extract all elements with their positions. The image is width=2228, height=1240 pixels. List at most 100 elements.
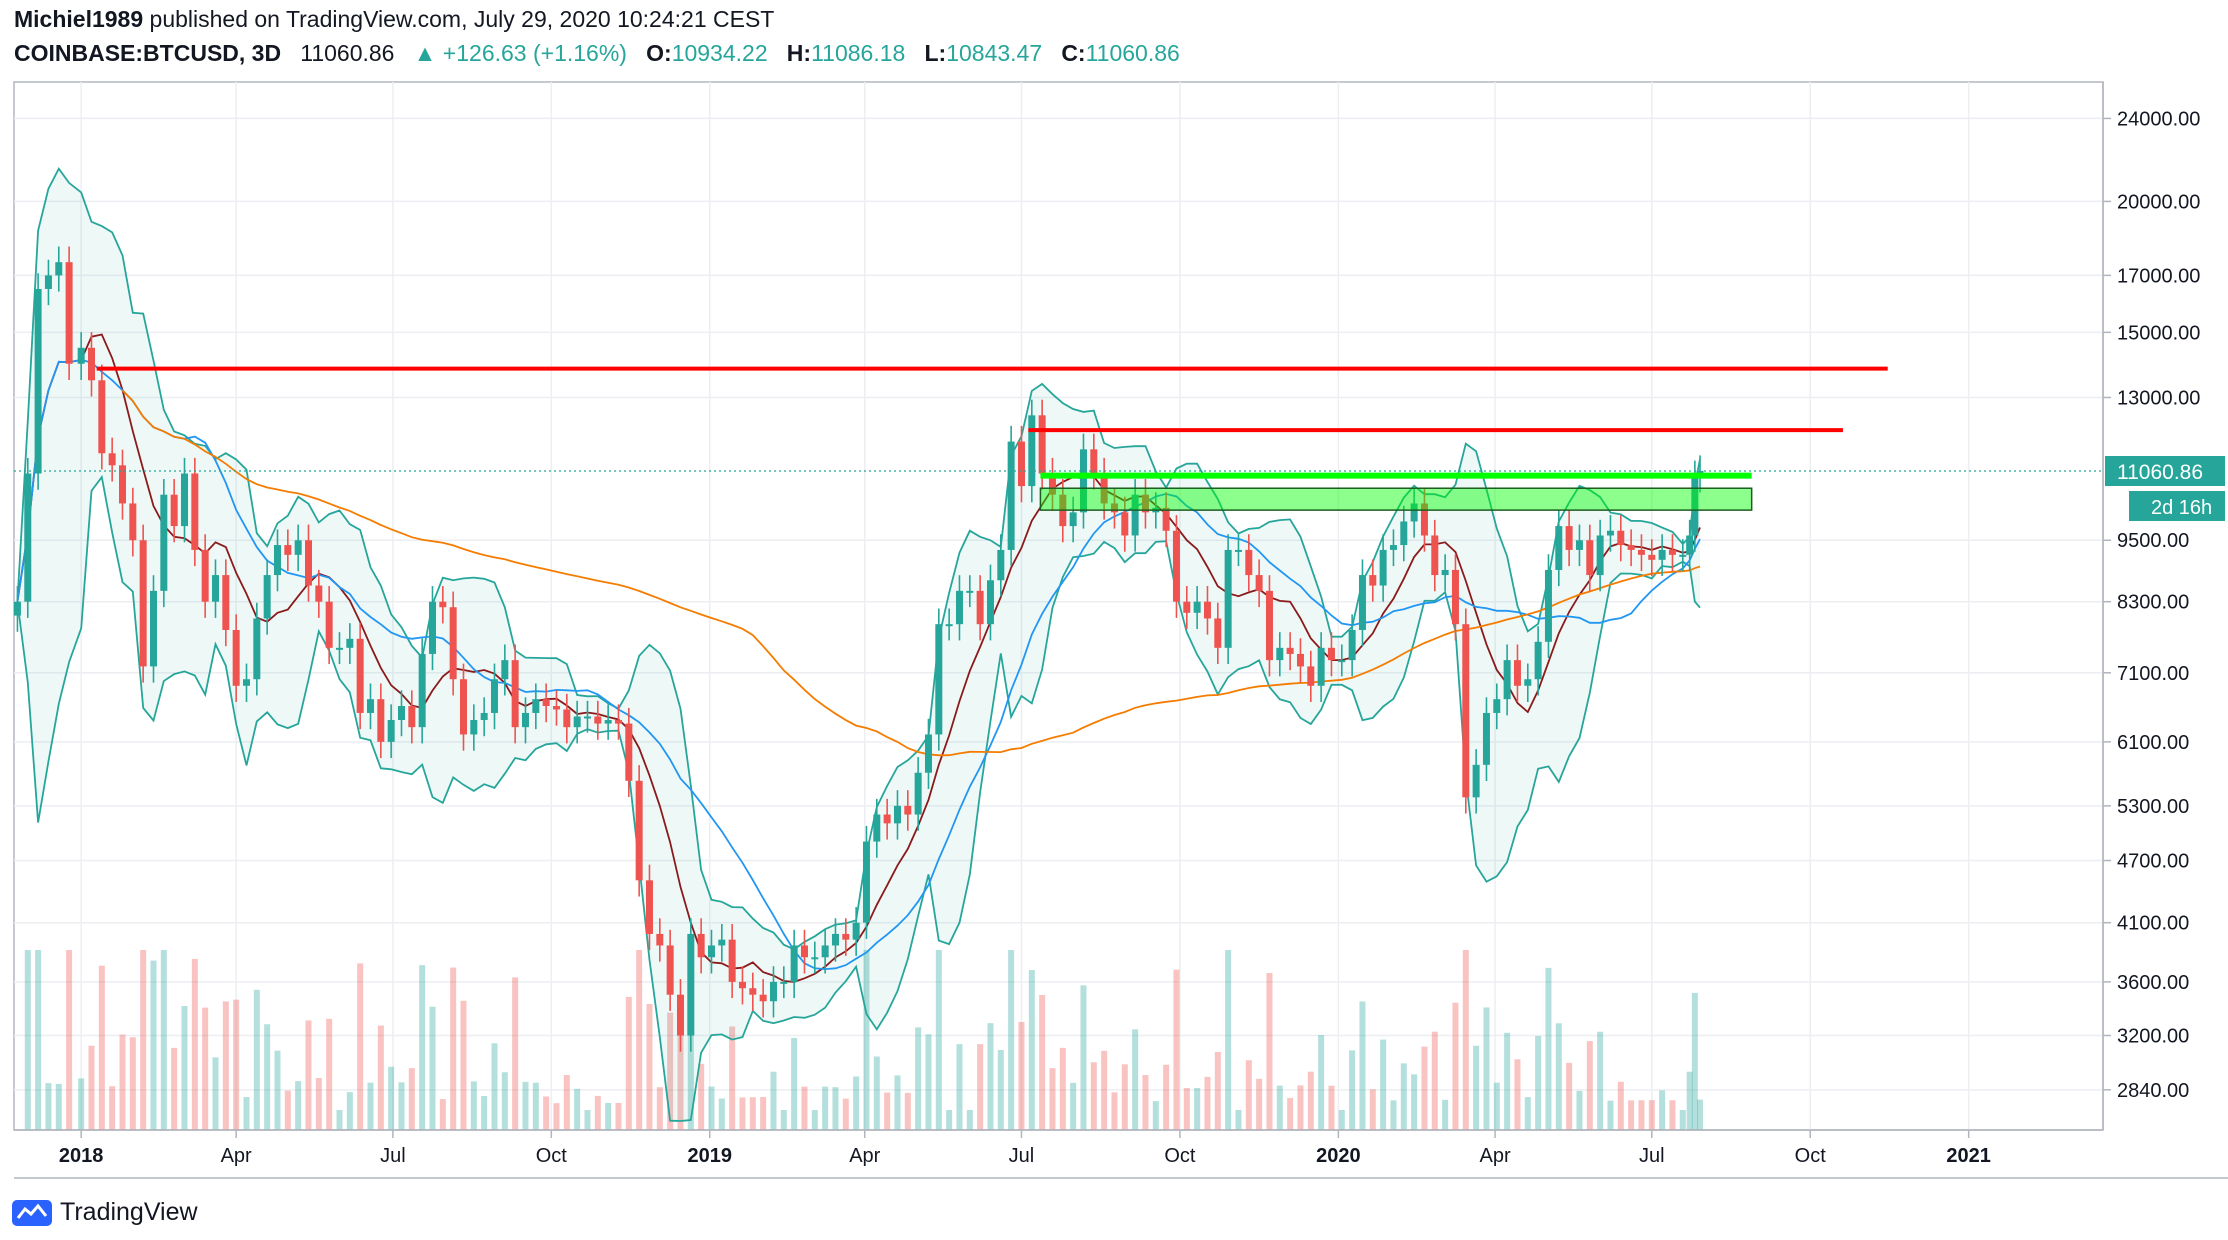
volume-bar	[739, 1097, 746, 1130]
y-tick-label: 6100.00	[2117, 732, 2189, 754]
candle	[676, 979, 684, 1052]
y-tick-label: 8300.00	[2117, 592, 2189, 614]
volume-bar	[656, 1087, 663, 1130]
candle-body	[1441, 569, 1449, 576]
candle	[635, 765, 643, 897]
volume-bar	[1245, 1060, 1252, 1130]
volume-bar	[491, 1043, 498, 1130]
candle	[470, 704, 478, 751]
volume-bar	[429, 1006, 436, 1130]
footer: TradingView	[12, 1198, 198, 1227]
candle-body	[418, 653, 426, 728]
last-price: 11060.86	[300, 40, 395, 66]
candle-body	[521, 712, 529, 728]
candle	[945, 608, 953, 641]
candle	[966, 575, 974, 608]
volume-bar	[1638, 1100, 1645, 1130]
candle-body	[893, 805, 901, 824]
candle	[625, 707, 633, 798]
candle	[387, 704, 395, 759]
volume-bar	[1183, 1088, 1190, 1130]
candle	[759, 979, 767, 1018]
candle	[1110, 487, 1118, 529]
candle	[1668, 534, 1676, 572]
volume-bar	[625, 996, 632, 1130]
candle	[149, 575, 157, 683]
published-text: published on TradingView.com, July 29, 2…	[149, 6, 775, 32]
candle	[1017, 425, 1025, 503]
candle	[728, 924, 736, 999]
x-tick-label: 2020	[1316, 1145, 1361, 1167]
candle-body	[790, 945, 798, 982]
candle-body	[1668, 549, 1676, 555]
candle	[1048, 457, 1056, 511]
volume-bar	[1163, 1064, 1170, 1130]
candle-body	[428, 601, 436, 654]
candle-body	[1214, 618, 1222, 648]
volume-bar	[295, 1081, 302, 1130]
volume-bar	[160, 950, 167, 1130]
low-value: 10843.47	[946, 40, 1043, 66]
candle-body	[676, 994, 684, 1036]
volume-bar	[1462, 950, 1469, 1130]
candle	[594, 700, 602, 740]
candle	[408, 690, 416, 744]
volume-bar	[1039, 994, 1046, 1130]
candle-body	[697, 933, 705, 958]
candle-body	[501, 660, 509, 680]
candle	[222, 559, 230, 647]
volume-bar	[1018, 1021, 1025, 1130]
candle-body	[1544, 569, 1552, 642]
ohlc-legend: COINBASE:BTCUSD, 3D 11060.86 ▲ +126.63 (…	[14, 40, 1180, 67]
candle-body	[1358, 575, 1366, 630]
candle	[1369, 559, 1377, 602]
candle	[232, 614, 240, 702]
candle-body	[1400, 521, 1408, 546]
candle-body	[304, 540, 312, 586]
y-tick-label: 13000.00	[2117, 387, 2200, 409]
candle	[831, 918, 839, 962]
volume-bar	[615, 1102, 622, 1130]
volume-bar	[997, 1049, 1004, 1130]
candle	[356, 623, 364, 730]
high-value: 11086.18	[811, 40, 906, 66]
volume-bar	[977, 1044, 984, 1130]
volume-bar	[1586, 1041, 1593, 1130]
candle	[304, 524, 312, 602]
volume-bar	[171, 1047, 178, 1130]
volume-bar	[481, 1096, 488, 1130]
volume-bar	[512, 977, 519, 1130]
y-tick-label: 3200.00	[2117, 1025, 2189, 1047]
candle	[697, 918, 705, 974]
candle-body	[831, 933, 839, 946]
candle-body	[924, 734, 932, 773]
candle-body	[1389, 545, 1397, 550]
candle	[1183, 586, 1191, 630]
volume-bar	[749, 1097, 756, 1130]
y-tick-label: 5300.00	[2117, 796, 2189, 818]
candle-body	[1245, 549, 1253, 576]
volume-bar	[357, 963, 364, 1130]
candle-body	[480, 712, 488, 721]
candle	[242, 663, 250, 702]
volume-bar	[1080, 985, 1087, 1130]
candle-body	[1110, 503, 1118, 513]
candle	[418, 638, 426, 744]
volume-bar	[1194, 1088, 1201, 1130]
candle-body	[87, 347, 95, 381]
candle	[1193, 586, 1201, 630]
volume-bar	[811, 1110, 818, 1130]
candle	[1255, 559, 1263, 608]
y-tick-label: 17000.00	[2117, 265, 2200, 287]
volume-bar	[35, 950, 42, 1130]
candle-body	[180, 473, 188, 527]
candle	[542, 683, 550, 723]
volume-bar	[1235, 1110, 1242, 1130]
candle-body	[439, 601, 447, 608]
volume-bar	[1576, 1090, 1583, 1130]
candle-body	[635, 780, 643, 881]
candle	[1472, 749, 1480, 814]
candle	[532, 683, 540, 730]
volume-bar	[1049, 1068, 1056, 1130]
